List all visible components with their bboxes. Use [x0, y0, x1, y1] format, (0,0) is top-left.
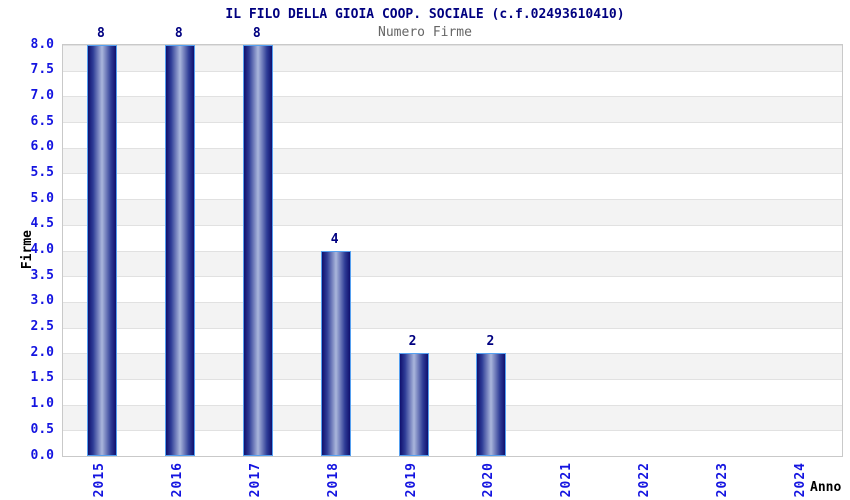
x-tick-label: 2020 — [481, 462, 497, 498]
bar-2020 — [476, 353, 507, 456]
x-tick-label: 2017 — [247, 462, 263, 498]
chart-title: IL FILO DELLA GIOIA COOP. SOCIALE (c.f.0… — [225, 7, 625, 22]
bar-2019 — [398, 353, 429, 456]
bar-value-label: 8 — [97, 26, 105, 41]
x-tick-label: 2023 — [715, 462, 731, 498]
y-tick-label: 5.0 — [30, 190, 54, 206]
y-tick-label: 3.0 — [30, 293, 54, 309]
plot-area — [62, 44, 843, 457]
y-tick-label: 6.0 — [30, 139, 54, 155]
bar-value-label: 8 — [174, 26, 183, 41]
y-tick-label: 6.5 — [30, 113, 54, 129]
bar-value-label: 4 — [330, 231, 339, 247]
y-tick-label: 7.5 — [30, 62, 54, 78]
y-tick-label: 0.5 — [30, 421, 54, 437]
x-tick-label: 2019 — [403, 462, 419, 498]
y-tick-label: 2.5 — [30, 319, 54, 335]
y-tick-label: 7.0 — [30, 87, 54, 103]
x-tick-label: 2022 — [637, 462, 653, 498]
y-tick-label: 4.5 — [30, 216, 54, 232]
x-tick-label: 2016 — [169, 462, 185, 498]
bar-value-label: 2 — [408, 334, 417, 350]
y-tick-label: 1.0 — [30, 396, 54, 412]
y-tick-label: 4.0 — [30, 242, 54, 257]
x-tick-label: 2018 — [325, 462, 341, 498]
y-tick-label: 2.0 — [30, 344, 54, 360]
bar-2015 — [86, 45, 117, 456]
bar-2018 — [320, 250, 351, 456]
bar-2016 — [164, 45, 195, 456]
x-tick-label: 2015 — [91, 462, 107, 498]
bar-2017 — [242, 45, 273, 456]
y-tick-label: 0.0 — [30, 447, 54, 463]
bar-value-label: 2 — [486, 334, 495, 350]
x-axis-label: Anno — [810, 480, 842, 495]
y-tick-label: 8.0 — [30, 36, 54, 52]
chart-subtitle: Numero Firme — [378, 25, 472, 40]
y-tick-label: 5.5 — [30, 164, 54, 180]
y-tick-label: 3.5 — [30, 267, 54, 283]
bar-value-label: 8 — [252, 26, 261, 41]
x-tick-label: 2021 — [559, 462, 575, 498]
x-tick-label: 2024 — [793, 462, 809, 498]
y-tick-label: 1.5 — [30, 370, 54, 386]
